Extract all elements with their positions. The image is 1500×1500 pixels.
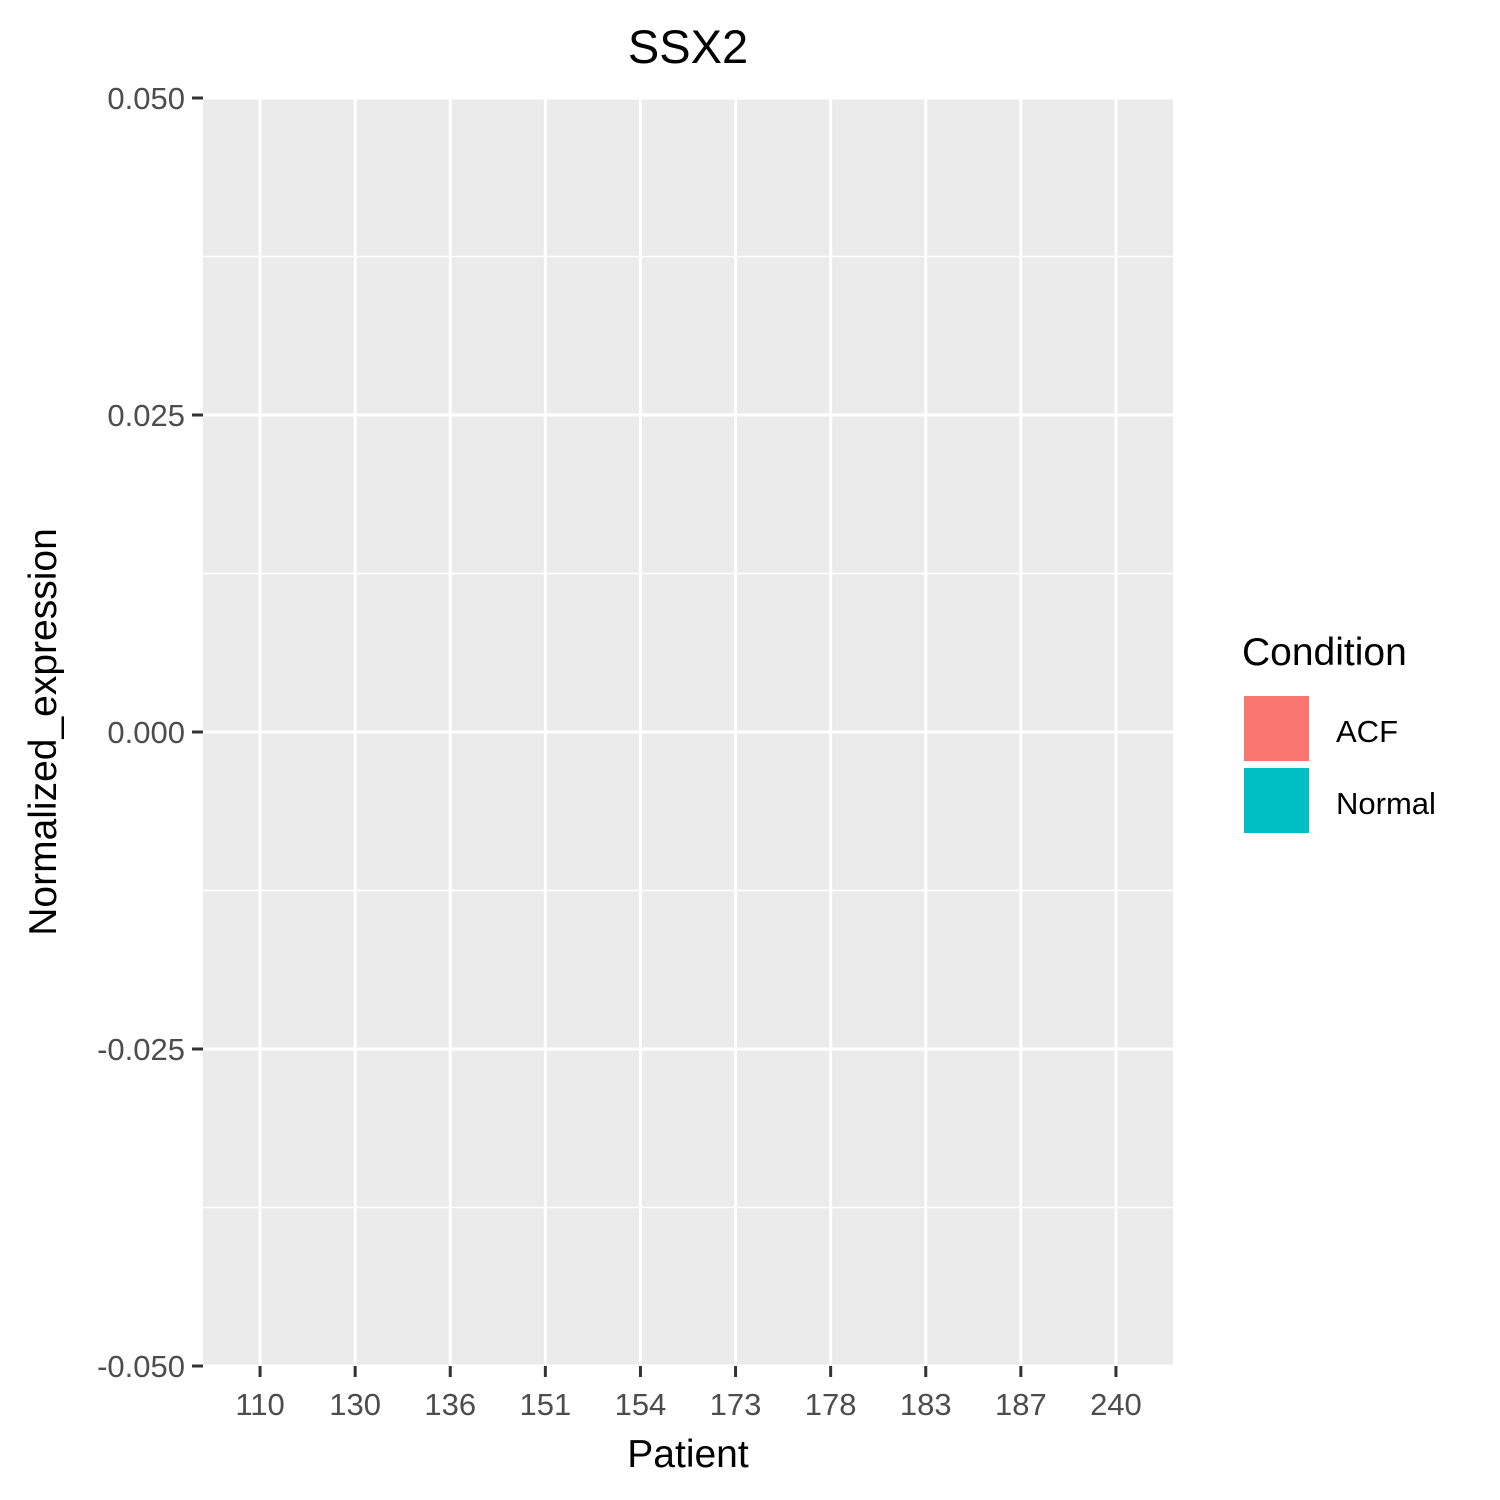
legend-label-acf: ACF	[1336, 714, 1398, 749]
legend-title: Condition	[1242, 631, 1407, 674]
legend-key-acf	[1242, 694, 1311, 763]
legend: Condition ACF Normal	[1242, 631, 1436, 835]
y-tick-label: -0.025	[97, 1032, 185, 1067]
y-tick-label: -0.050	[97, 1349, 185, 1384]
major-gridlines	[203, 96, 1173, 1368]
legend-label-normal: Normal	[1336, 786, 1436, 821]
x-tick-label: 154	[615, 1387, 667, 1422]
y-tick-label: 0.050	[107, 81, 185, 116]
x-tick-label: 240	[1090, 1387, 1142, 1422]
minor-gridlines	[203, 255, 1173, 1209]
x-tick-label: 130	[329, 1387, 381, 1422]
y-axis-title: Normalized_expression	[22, 528, 65, 936]
x-tick-label: 151	[519, 1387, 571, 1422]
y-tick-label: 0.025	[107, 398, 185, 433]
y-tick-label: 0.000	[107, 715, 185, 750]
x-tick-label: 110	[235, 1387, 284, 1422]
y-axis: -0.050 -0.025 0.000 0.025 0.050	[97, 81, 203, 1384]
x-tick-label: 173	[710, 1387, 762, 1422]
x-axis: 110 130 136 151 154 173 178 183 187 240	[235, 1366, 1142, 1422]
x-tick-label: 187	[995, 1387, 1047, 1422]
x-axis-title: Patient	[627, 1433, 749, 1476]
x-tick-label: 178	[805, 1387, 857, 1422]
chart-title: SSX2	[628, 20, 748, 73]
x-tick-label: 136	[424, 1387, 476, 1422]
legend-key-normal	[1242, 766, 1311, 835]
x-tick-label: 183	[900, 1387, 952, 1422]
